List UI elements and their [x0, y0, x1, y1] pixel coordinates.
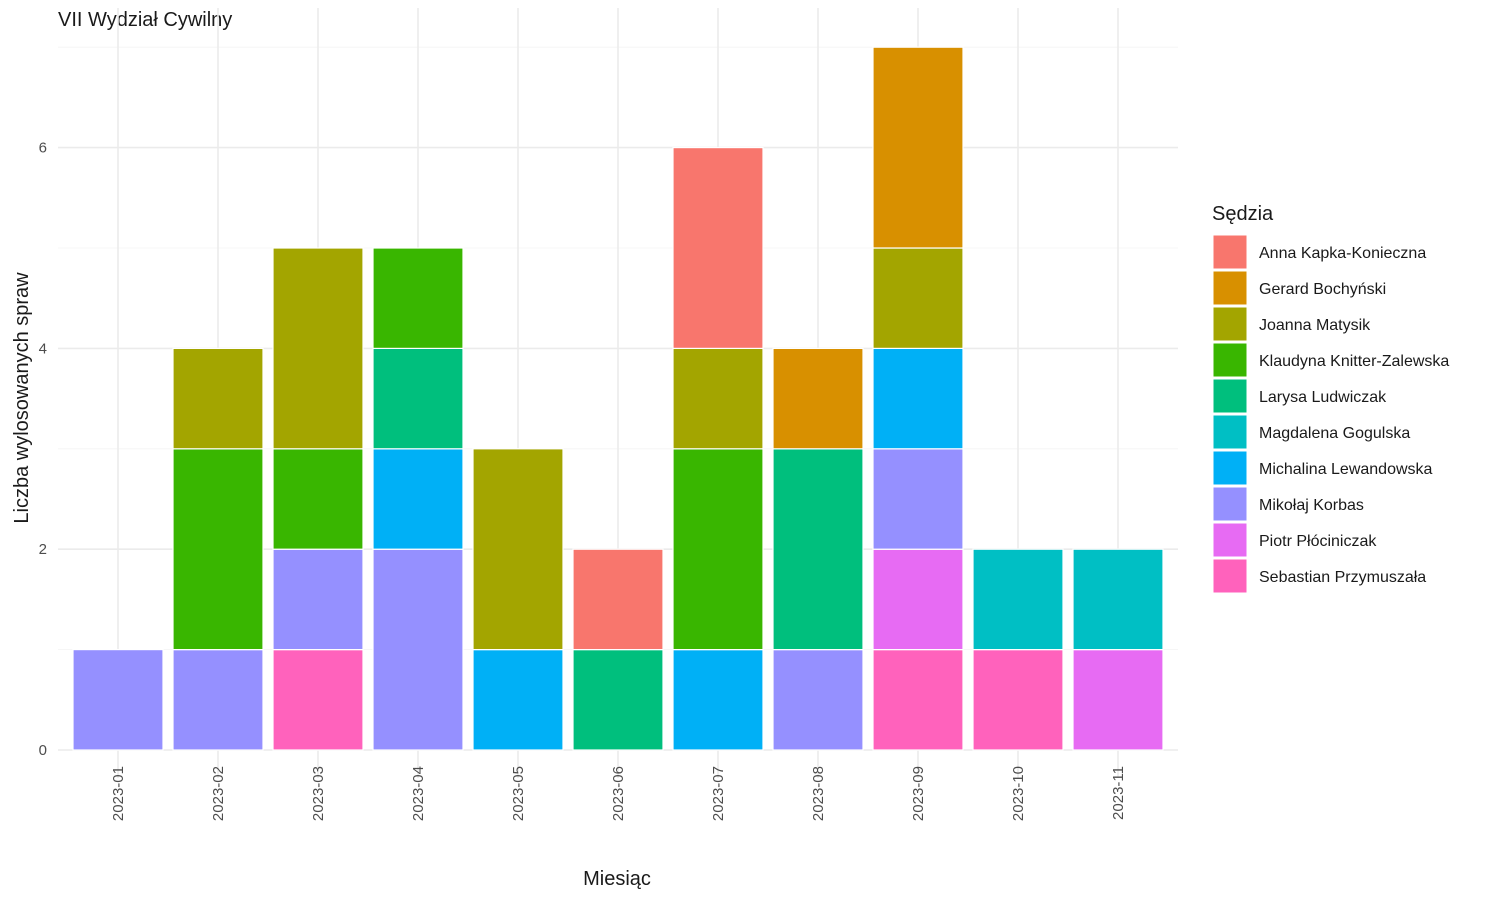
bar-segment [672, 648, 764, 751]
bar-segment [672, 147, 764, 350]
y-tick-label: 6 [39, 140, 47, 157]
y-tick-label: 2 [39, 541, 47, 558]
bar-segment [872, 46, 964, 249]
bar-segment [372, 247, 464, 350]
bar-segment [372, 347, 464, 450]
bar-segment [272, 448, 364, 550]
bar-segment [872, 247, 964, 350]
legend-title: Sędzia [1212, 203, 1274, 225]
bar-segment [172, 347, 264, 450]
legend-key [1212, 558, 1248, 594]
legend-label: Larysa Ludwiczak [1259, 389, 1387, 406]
bar-segment [872, 448, 964, 550]
bar-segment [472, 648, 564, 751]
legend-label: Michalina Lewandowska [1259, 461, 1433, 478]
x-tick-label: 2023-02 [210, 766, 227, 821]
bar-segment [1072, 548, 1164, 651]
legend-key [1212, 270, 1248, 306]
legend-key [1212, 234, 1248, 270]
x-tick-label: 2023-09 [910, 766, 927, 821]
y-axis-ticks: 0 2 4 6 [39, 140, 47, 759]
y-tick-label: 0 [39, 742, 47, 759]
legend-key [1212, 522, 1248, 558]
bar-segment [572, 548, 664, 651]
bar-segment [172, 448, 264, 651]
legend-label: Klaudyna Knitter-Zalewska [1259, 353, 1449, 370]
x-tick-label: 2023-06 [610, 766, 627, 821]
legend-label: Mikołaj Korbas [1259, 497, 1364, 514]
x-tick-label: 2023-04 [410, 766, 427, 821]
bar-segment [772, 347, 864, 450]
bar-segment [672, 347, 764, 450]
y-tick-label: 4 [39, 340, 47, 357]
legend-label: Magdalena Gogulska [1259, 425, 1410, 442]
bar-segment [872, 347, 964, 450]
bar-segment [72, 648, 164, 751]
legend-key [1212, 414, 1248, 450]
x-tick-label: 2023-01 [110, 766, 127, 821]
y-axis-title: Liczba wylosowanych spraw [11, 272, 33, 524]
legend-items: Anna Kapka-Konieczna Gerard Bochyński Joan… [1212, 234, 1449, 594]
bar-segment [172, 648, 264, 751]
chart-title: VII Wydział Cywilny [58, 9, 232, 31]
legend-key [1212, 306, 1248, 342]
legend-label: Sebastian Przymuszała [1259, 569, 1426, 586]
bar-segment [772, 448, 864, 651]
bar-segment [372, 448, 464, 550]
bar-segment [272, 247, 364, 450]
legend-key [1212, 378, 1248, 414]
bar-segment [772, 648, 864, 751]
legend-key [1212, 486, 1248, 522]
bar-segment [572, 648, 664, 751]
bar-segment [472, 448, 564, 651]
x-tick-label: 2023-10 [1010, 766, 1027, 821]
bars [72, 46, 1164, 751]
legend-label: Gerard Bochyński [1259, 281, 1386, 298]
bar-segment [272, 648, 364, 751]
legend-label: Piotr Płóciniczak [1259, 533, 1377, 550]
legend-label: Anna Kapka-Konieczna [1259, 245, 1426, 262]
legend-key [1212, 450, 1248, 486]
bar-segment [872, 648, 964, 751]
legend: Sędzia Anna Kapka-Konieczna Gerard Bochyń… [1212, 203, 1449, 594]
x-tick-label: 2023-07 [710, 766, 727, 821]
bar-segment [1072, 648, 1164, 751]
x-tick-label: 2023-08 [810, 766, 827, 821]
bar-segment [672, 448, 764, 651]
bar-segment [872, 548, 964, 651]
bar-segment [372, 548, 464, 751]
x-tick-label: 2023-11 [1110, 766, 1127, 820]
bar-segment [272, 548, 364, 651]
legend-key [1212, 342, 1248, 378]
x-axis-ticks: 2023-01 2023-02 2023-03 2023-04 2023-05 2023-… [110, 766, 1127, 821]
bar-segment [972, 648, 1064, 751]
bar-segment [972, 548, 1064, 651]
legend-label: Joanna Matysik [1259, 317, 1371, 334]
x-axis-title: Miesiąc [583, 868, 651, 890]
x-tick-label: 2023-03 [310, 766, 327, 821]
x-tick-label: 2023-05 [510, 766, 527, 821]
